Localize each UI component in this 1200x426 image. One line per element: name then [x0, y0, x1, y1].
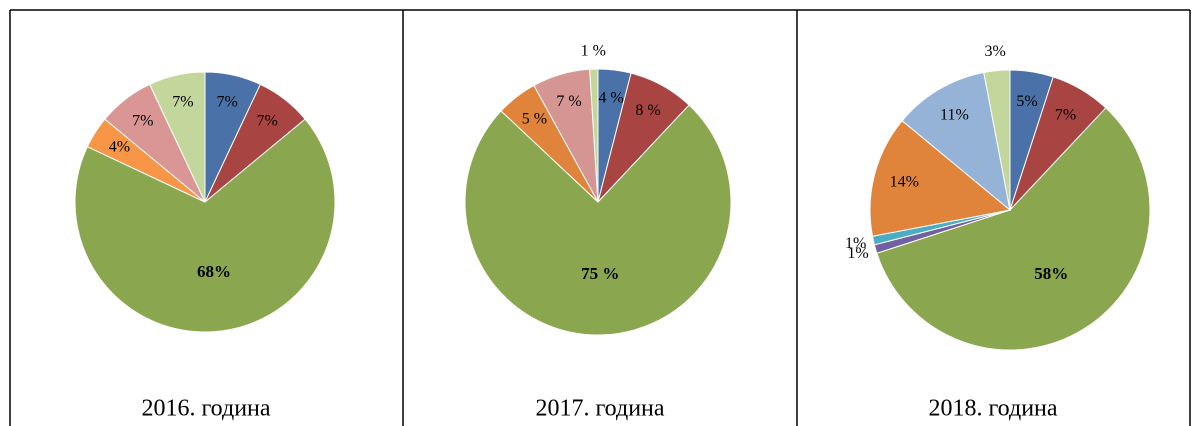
data-label: 1 %	[581, 42, 606, 59]
data-label: 5 %	[522, 111, 547, 128]
data-label: 8 %	[635, 102, 660, 119]
data-label: 68%	[197, 262, 231, 281]
chart-title: 2016. година	[141, 396, 270, 422]
pie-slice	[464, 104, 732, 336]
pie-slice	[74, 118, 336, 333]
chart-title: 2017. година	[535, 396, 664, 422]
data-label: 4 %	[598, 90, 623, 107]
pie-slice	[869, 120, 1012, 237]
data-label: 14%	[890, 174, 919, 191]
data-label: 5%	[1016, 93, 1037, 110]
pie-slice	[148, 71, 206, 203]
data-label: 7 %	[556, 93, 581, 110]
pie-slice	[901, 71, 1011, 212]
data-label: 11%	[940, 107, 969, 124]
data-label: 7%	[256, 113, 277, 130]
data-label: 4%	[109, 138, 130, 155]
data-label: 1%	[845, 235, 866, 252]
data-label: 7%	[132, 113, 153, 130]
data-label: 3%	[984, 43, 1005, 60]
chart-title: 2018. година	[928, 396, 1057, 422]
data-label: 58%	[1034, 264, 1068, 283]
data-label: 7%	[216, 94, 237, 111]
data-label: 7%	[172, 94, 193, 111]
pie-slice	[589, 68, 599, 203]
data-label: 1%	[847, 245, 868, 262]
pie-slice	[876, 107, 1151, 351]
data-label: 75 %	[581, 264, 619, 283]
pie-slice	[983, 69, 1011, 211]
data-label: 7%	[1055, 107, 1076, 124]
